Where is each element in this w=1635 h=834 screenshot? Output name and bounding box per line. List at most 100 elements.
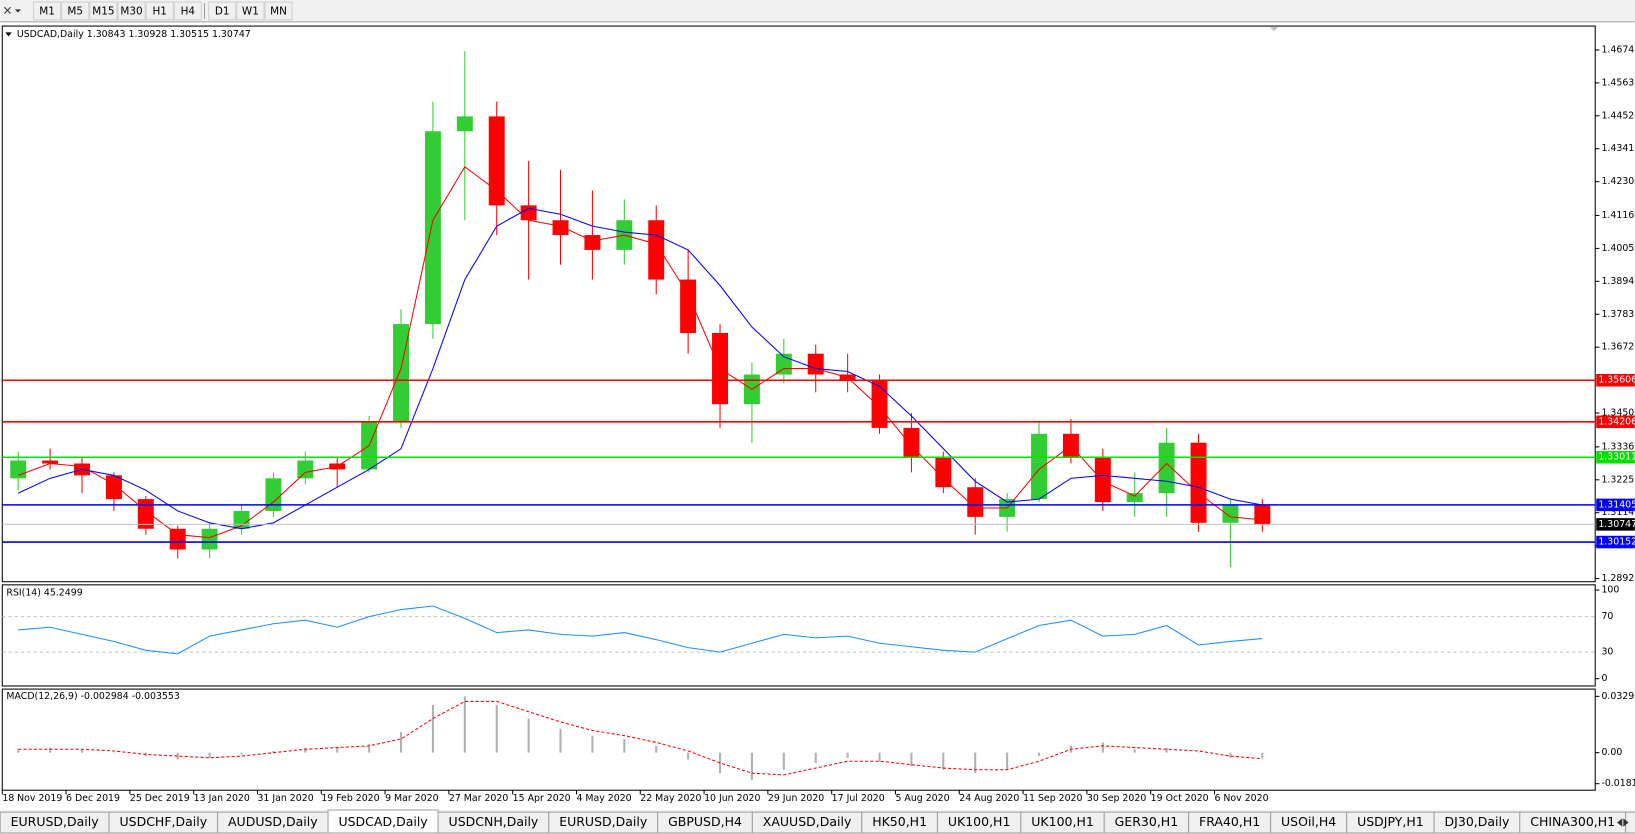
x-tick-label: 4 May 2020: [576, 793, 631, 804]
symbol-tab-label[interactable]: FRA40,H1: [1199, 814, 1260, 829]
timeframe-button[interactable]: [145, 1, 174, 21]
symbol-tab-label[interactable]: GBPUSD,H4: [668, 814, 742, 829]
symbol-tab-label[interactable]: USDJPY,H1: [1357, 814, 1424, 829]
symbol-tab-label[interactable]: UK100,H1: [948, 814, 1011, 829]
macd-histogram: [655, 745, 658, 753]
level-tag-label: 1.34206: [1598, 416, 1635, 427]
macd-histogram: [1133, 749, 1136, 753]
tool-dropdown[interactable]: [14, 9, 22, 13]
x-tick-label: 24 Aug 2020: [959, 793, 1019, 804]
timeframe-label[interactable]: D1: [215, 5, 230, 17]
x-tick-label: 13 Jan 2020: [194, 793, 250, 804]
macd-histogram: [463, 696, 466, 753]
candle-body: [775, 353, 792, 375]
y-tick-label: 1.33360: [1601, 441, 1635, 452]
title-marker: [5, 32, 12, 37]
y-tick-label: 1.28920: [1601, 573, 1635, 584]
macd-histogram: [878, 752, 881, 762]
candle-body: [169, 528, 186, 550]
symbol-tab-label[interactable]: GER30,H1: [1115, 814, 1179, 829]
candle-body: [42, 460, 59, 464]
x-tick-label: 15 Apr 2020: [513, 793, 571, 804]
timeframe-label[interactable]: MN: [270, 5, 287, 17]
symbol-tab-label[interactable]: HK50,H1: [872, 814, 927, 829]
timeframe-button[interactable]: [89, 1, 118, 21]
macd-histogram: [1006, 752, 1009, 770]
candle-body: [1254, 505, 1271, 525]
x-tick-label: 19 Oct 2020: [1151, 793, 1209, 804]
candle-body: [1126, 493, 1143, 503]
tab-scroll-right[interactable]: [1623, 818, 1629, 827]
timeframe-label[interactable]: M30: [120, 5, 142, 17]
timeframe-label[interactable]: M5: [67, 5, 83, 17]
symbol-tab-label[interactable]: USOil,H4: [1281, 814, 1336, 829]
timeframe-button[interactable]: [173, 1, 202, 21]
x-tick-label: 6 Nov 2020: [1214, 793, 1268, 804]
x-tick-label: 27 Mar 2020: [449, 793, 508, 804]
chart-title: USDCAD,Daily 1.30843 1.30928 1.30515 1.3…: [17, 29, 251, 40]
symbol-tab-label[interactable]: EURUSD,Daily: [11, 814, 100, 829]
candle-body: [1190, 442, 1207, 523]
macd-histogram: [399, 732, 403, 753]
y-tick-label: 1.38940: [1601, 276, 1635, 287]
symbol-tab-label[interactable]: AUDUSD,Daily: [228, 814, 318, 829]
chart-bg: [0, 22, 1635, 811]
rsi-panel: [1, 584, 1596, 687]
timeframe-label[interactable]: H4: [181, 5, 196, 17]
candle-body: [1222, 505, 1239, 523]
symbol-tab-label[interactable]: CHINA300,H1: [1530, 814, 1615, 829]
candle-body: [488, 116, 505, 206]
macd-histogram: [942, 752, 945, 770]
symbol-tab-label[interactable]: EURUSD,Daily: [559, 814, 648, 829]
timeframe-button[interactable]: [236, 1, 265, 21]
y-tick-label: 1.31140: [1601, 507, 1635, 518]
tab-scroll-left[interactable]: [1617, 818, 1623, 827]
symbol-tab-label[interactable]: USDCNH,Daily: [449, 814, 539, 829]
main-panel: [1, 25, 1596, 583]
symbol-tab-label[interactable]: UK100,H1: [1031, 814, 1094, 829]
y-tick-label: 1.43410: [1601, 143, 1635, 154]
macd-histogram: [750, 752, 753, 781]
rsi-tick-label: 30: [1601, 647, 1613, 658]
rsi-tick-label: 70: [1601, 611, 1613, 622]
macd-histogram: [49, 747, 52, 753]
symbol-tab-label[interactable]: DJ30,Daily: [1445, 814, 1510, 829]
x-tick-label: 17 Jul 2020: [832, 793, 885, 804]
symbol-tab-label[interactable]: USDCHF,Daily: [120, 814, 208, 829]
macd-histogram: [782, 752, 785, 770]
timeframe-button[interactable]: [117, 1, 146, 21]
symbol-tab-label[interactable]: USDCAD,Daily: [338, 814, 428, 829]
y-tick-label: 1.40050: [1601, 243, 1635, 254]
candle-body: [871, 380, 888, 428]
timeframe-button[interactable]: [33, 1, 62, 21]
macd-histogram: [304, 747, 307, 753]
macd-histogram: [814, 752, 817, 763]
y-tick-label: 1.42300: [1601, 176, 1635, 187]
timeframe-label[interactable]: M15: [92, 5, 114, 17]
tool-icon[interactable]: [3, 6, 11, 14]
macd-title: MACD(12,26,9) -0.002984 -0.003553: [6, 691, 179, 702]
y-tick-label: 1.44520: [1601, 110, 1635, 121]
timeframe-button[interactable]: [208, 1, 237, 21]
x-tick-label: 9 Mar 2020: [385, 793, 439, 804]
timeframe-label[interactable]: H1: [152, 5, 166, 17]
timeframe-button[interactable]: [61, 1, 90, 21]
shift-marker[interactable]: [1269, 27, 1279, 32]
macd-histogram: [240, 752, 243, 755]
x-tick-label: 6 Dec 2019: [66, 793, 120, 804]
macd-histogram: [623, 739, 626, 753]
timeframe-button[interactable]: [264, 1, 293, 21]
timeframe-label[interactable]: W1: [242, 5, 259, 17]
candle-body: [10, 460, 27, 479]
macd-histogram: [1229, 752, 1232, 758]
x-tick-label: 5 Aug 2020: [895, 793, 949, 804]
macd-histogram: [495, 704, 498, 753]
x-tick-label: 19 Feb 2020: [321, 793, 379, 804]
rsi-line: [18, 605, 1263, 655]
timeframe-label[interactable]: M1: [39, 5, 55, 17]
y-tick-label: 1.36720: [1601, 342, 1635, 353]
symbol-tab-label[interactable]: XAUUSD,Daily: [763, 814, 852, 829]
macd-tick-label: 0.032972: [1601, 691, 1635, 702]
current-price-tag: [1596, 518, 1635, 531]
candle-body: [456, 116, 473, 132]
